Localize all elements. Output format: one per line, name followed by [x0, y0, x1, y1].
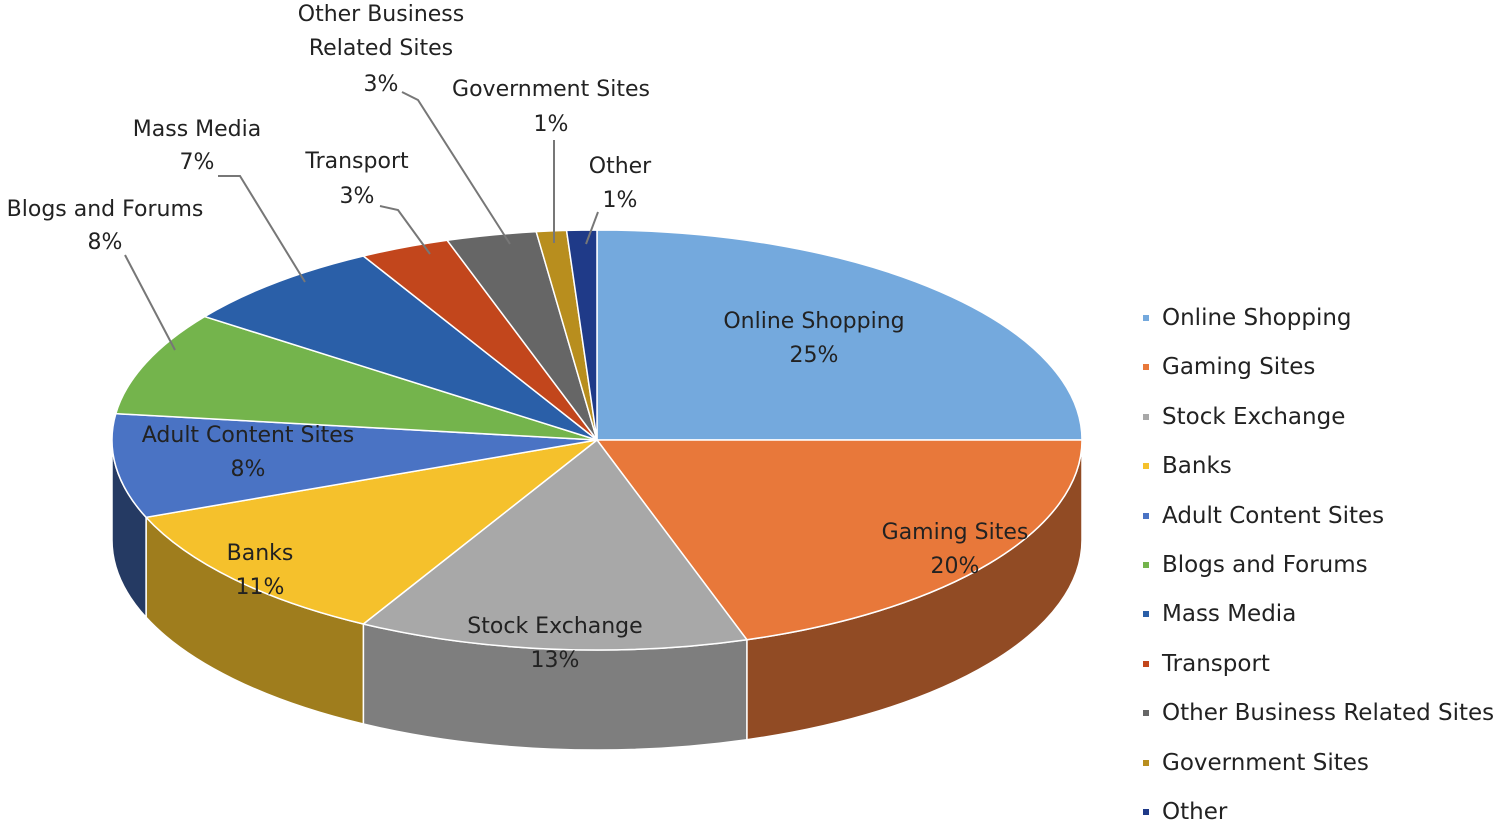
data-label-value: 13%	[530, 648, 580, 673]
legend-swatch	[1143, 759, 1149, 766]
slice	[595, 439, 1083, 641]
slice	[596, 229, 1083, 441]
legend-label: Stock Exchange	[1162, 403, 1346, 430]
legend-label: Online Shopping	[1162, 305, 1352, 331]
slice	[111, 412, 598, 519]
data-label-name: Stock Exchange	[467, 614, 643, 639]
data-label-name: Gaming Sites	[881, 520, 1029, 545]
data-label-name: Other Business Related Sites	[297, 2, 465, 61]
slice	[361, 438, 749, 651]
leader-line	[379, 205, 431, 255]
slice	[114, 315, 598, 441]
legend-swatch	[1143, 660, 1149, 667]
legend-swatch	[1143, 413, 1149, 420]
data-label-name: Government Sites	[452, 77, 650, 102]
leader-line	[124, 254, 176, 351]
legend-swatch	[1143, 562, 1149, 568]
legend-label: Blogs and Forums	[1162, 552, 1368, 578]
data-label-value: 3%	[363, 72, 399, 97]
legend-label: Adult Content Sites	[1162, 502, 1385, 529]
data-label-value: 11%	[235, 575, 285, 600]
data-label-name: Adult Content Sites	[141, 423, 355, 448]
legend-label: Gaming Sites	[1162, 354, 1316, 381]
legend-swatch	[1143, 512, 1149, 519]
legend-swatch	[1143, 611, 1149, 618]
legend-swatch	[1143, 315, 1149, 321]
data-label-name: Blogs and Forums	[6, 197, 204, 222]
data-label-value: 20%	[930, 554, 980, 579]
data-label-value: 1%	[602, 188, 638, 213]
legend-swatch	[1143, 809, 1149, 815]
legend-label: Mass Media	[1162, 601, 1297, 628]
leader-line	[585, 211, 599, 245]
legend-label: Banks	[1162, 453, 1232, 480]
slice	[202, 255, 598, 441]
data-label-value: 1%	[533, 112, 569, 137]
legend-swatch	[1143, 710, 1149, 717]
data-label-name: Mass Media	[132, 117, 262, 142]
data-label-value: 7%	[179, 150, 215, 175]
data-label-value: 8%	[87, 230, 123, 255]
legend-label: Government Sites	[1162, 749, 1369, 776]
legend-label: Other Business Related Sites	[1162, 700, 1495, 727]
legend-label: Other	[1162, 799, 1228, 825]
data-label-name: Online Shopping	[723, 309, 905, 334]
data-label-name: Banks	[226, 541, 294, 566]
leader-line	[401, 91, 511, 245]
data-label-name: Transport	[305, 149, 409, 174]
legend-swatch	[1143, 463, 1149, 470]
slice	[565, 229, 598, 441]
data-label-value: 25%	[789, 343, 839, 368]
legend-swatch	[1143, 364, 1149, 371]
legend-label: Transport	[1162, 650, 1270, 677]
slice	[144, 439, 598, 625]
leader-line	[218, 175, 306, 283]
data-label-value: 8%	[230, 457, 266, 482]
data-label-name: Other	[588, 154, 652, 179]
data-label-value: 3%	[339, 184, 375, 209]
